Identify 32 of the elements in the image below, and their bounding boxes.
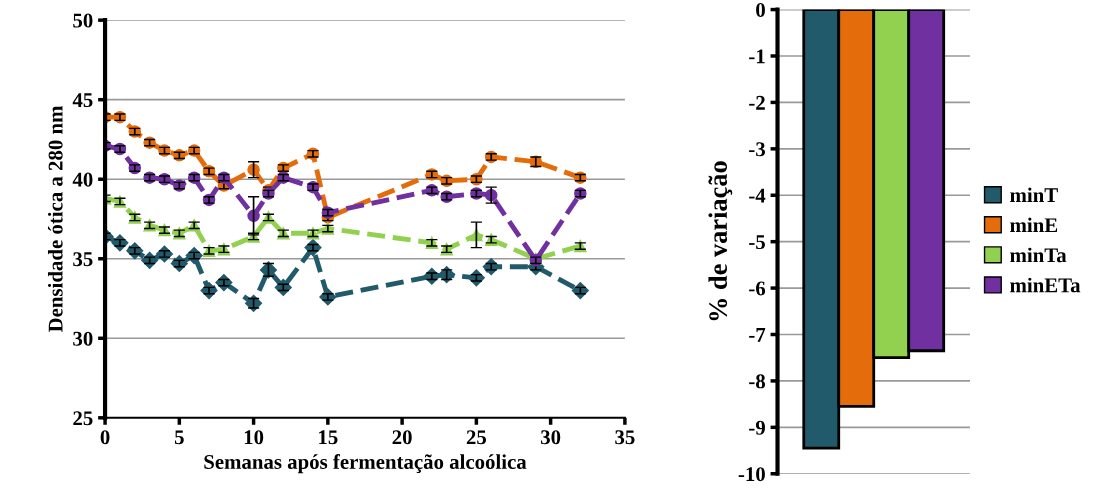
x-tick-label: 10 xyxy=(244,430,264,445)
x-tick-label: 25 xyxy=(466,430,487,445)
x-tick-label: 35 xyxy=(615,430,635,445)
x-tick-label: 5 xyxy=(174,430,184,445)
x-axis-title: Semanas após fermentação alcoólica xyxy=(204,454,527,474)
y-axis-title: % de variação xyxy=(708,161,733,321)
y-tick-label: -1 xyxy=(749,49,765,64)
y-tick-label: -6 xyxy=(749,281,766,296)
y-tick-label: 40 xyxy=(72,172,93,187)
legend-label: minT xyxy=(1010,187,1058,202)
x-tick-label: 0 xyxy=(100,430,110,445)
y-tick-label: -3 xyxy=(749,142,765,157)
y-tick-label: 30 xyxy=(73,331,93,346)
y-tick-label: 35 xyxy=(73,252,93,267)
y-tick-label: -2 xyxy=(749,95,765,110)
y-tick-label: -10 xyxy=(738,467,765,482)
legend-label: minETa xyxy=(1010,277,1081,293)
y-tick-label: -9 xyxy=(749,420,765,435)
x-tick-label: 30 xyxy=(541,430,561,445)
y-tick-label: -4 xyxy=(749,188,766,203)
y-tick-label: -7 xyxy=(749,328,766,342)
y-tick-label: 45 xyxy=(72,93,93,108)
legend-label: minE xyxy=(1010,217,1058,233)
y-tick-label: 25 xyxy=(73,411,93,426)
x-tick-label: 15 xyxy=(319,430,338,445)
x-tick-label: 20 xyxy=(392,430,412,445)
y-axis-title: Densidade ótica a 280 nm xyxy=(47,105,63,333)
y-tick-label: -8 xyxy=(749,374,766,389)
y-tick-label: 0 xyxy=(756,2,765,18)
legend-label: minTa xyxy=(1010,247,1067,263)
y-tick-label: 50 xyxy=(73,13,93,28)
y-tick-label: -5 xyxy=(749,235,765,250)
